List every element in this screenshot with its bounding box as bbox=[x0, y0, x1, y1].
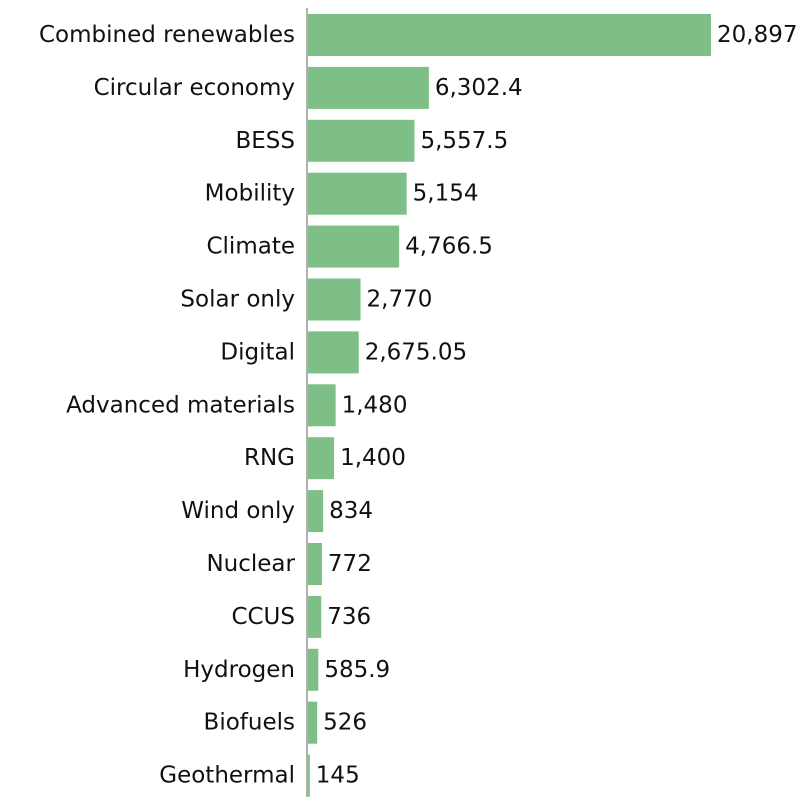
bar-1 bbox=[307, 66, 429, 109]
category-label: Geothermal bbox=[159, 763, 295, 789]
category-label: Solar only bbox=[180, 287, 295, 313]
category-label: RNG bbox=[244, 445, 295, 471]
bar-8 bbox=[307, 437, 335, 480]
value-label: 4,766.5 bbox=[405, 234, 493, 260]
category-label: Combined renewables bbox=[39, 22, 295, 48]
bar-4 bbox=[307, 225, 400, 268]
value-labels-group: 20,897 6,302.4 5,557.5 5,154 4,766.5 2,770 2,6… bbox=[316, 22, 798, 789]
category-label: Hydrogen bbox=[183, 657, 295, 683]
value-label: 145 bbox=[316, 763, 360, 789]
value-label: 736 bbox=[327, 604, 371, 630]
category-label: Mobility bbox=[205, 181, 295, 207]
bar-3 bbox=[307, 172, 407, 215]
bar-7 bbox=[307, 384, 336, 427]
bar-0 bbox=[307, 14, 711, 56]
category-label: Climate bbox=[206, 234, 295, 260]
value-label: 585.9 bbox=[324, 657, 390, 683]
value-label: 1,480 bbox=[342, 392, 408, 418]
category-label: Nuclear bbox=[206, 551, 295, 577]
category-label: Biofuels bbox=[204, 710, 295, 736]
value-label: 5,154 bbox=[413, 181, 479, 207]
value-label: 2,675.05 bbox=[365, 339, 467, 365]
bar-6 bbox=[307, 331, 359, 374]
bar-13 bbox=[307, 701, 318, 744]
category-label: Wind only bbox=[181, 498, 295, 524]
value-label: 2,770 bbox=[367, 287, 433, 313]
category-label: BESS bbox=[235, 128, 295, 154]
category-label: Digital bbox=[220, 339, 295, 365]
category-label: CCUS bbox=[231, 604, 295, 630]
bar-14 bbox=[307, 754, 310, 797]
bar-2 bbox=[307, 119, 415, 162]
bar-10 bbox=[307, 543, 322, 585]
bar-9 bbox=[307, 490, 324, 533]
value-label: 772 bbox=[328, 551, 372, 577]
value-label: 20,897 bbox=[717, 22, 797, 48]
value-label: 6,302.4 bbox=[435, 75, 523, 101]
value-label: 1,400 bbox=[340, 445, 406, 471]
bar-12 bbox=[307, 648, 319, 691]
bars-group bbox=[307, 14, 711, 797]
category-label: Advanced materials bbox=[66, 392, 295, 418]
category-label: Circular economy bbox=[94, 75, 295, 101]
bar-5 bbox=[307, 278, 361, 321]
value-label: 834 bbox=[329, 498, 373, 524]
value-label: 526 bbox=[323, 710, 367, 736]
bar-11 bbox=[307, 595, 322, 638]
category-labels-group: Combined renewables Circular economy BESS M… bbox=[39, 22, 296, 789]
value-label: 5,557.5 bbox=[420, 128, 508, 154]
